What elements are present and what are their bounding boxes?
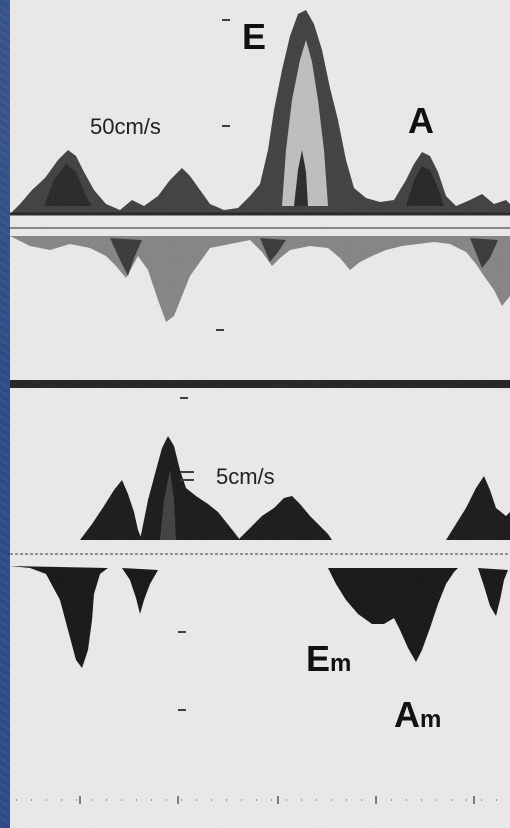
peak-a-label: A <box>408 100 434 141</box>
peak-e-label: E <box>242 16 267 57</box>
doppler-traces <box>10 0 510 828</box>
peak-am-label: Am <box>394 694 442 735</box>
peak-em-label: Em <box>306 638 352 679</box>
bottom-scale-label: 5cm/s <box>216 464 275 489</box>
top-scale-label: 50cm/s <box>90 114 161 139</box>
doppler-figure: E A 50cm/s 5cm/s Em Am <box>10 0 510 828</box>
